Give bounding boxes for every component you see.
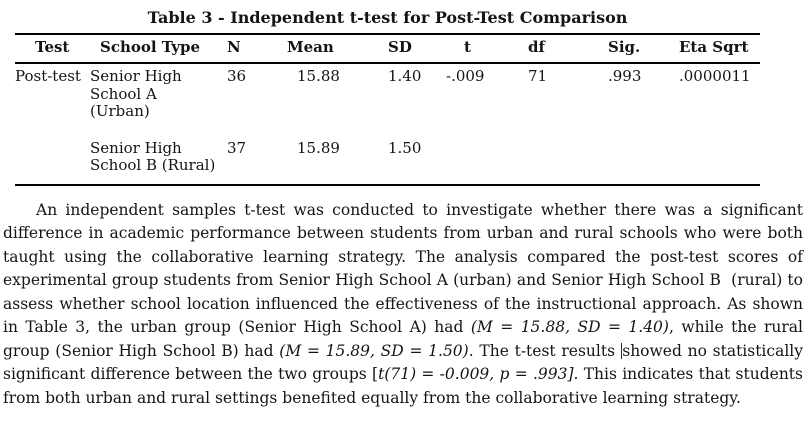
column-header: SD [388,38,412,56]
document-page: Table 3 - Independent t-test for Post-Te… [3,8,803,411]
column-header: t [464,38,471,56]
table-row: Senior High School B (Rural) 37 15.89 1.50 [15,136,760,185]
stat-notation: t(71) = -0.009, p = .993] [378,365,574,383]
paragraph-text: . The t-test results [468,341,621,360]
stat-notation: (M = 15.88, SD = 1.40) [470,318,669,336]
column-header: Mean [287,38,334,56]
table-cell: .993 [608,67,642,85]
table-cell: 71 [528,67,548,85]
table-cell: .0000011 [679,67,751,85]
paragraph-text: showed no statistically significant diff… [3,341,803,384]
table-cell: 1.40 [388,67,422,85]
table-cell [605,136,675,185]
column-header: N [227,38,241,56]
table-cell: 1.50 [388,138,422,157]
table-cell: 37 [227,138,247,157]
table-cell: 15.89 [297,138,340,157]
table-body: Post-test Senior High School A (Urban) 36 1… [15,63,760,185]
table-title: Table 3 - Independent t-test for Post-Te… [147,8,628,27]
table-cell [525,136,605,185]
table-row: Post-test Senior High School A (Urban) 36 1… [15,63,760,136]
column-header: School Type [100,38,201,56]
paragraph-text: , while the rural group (Senior High Sch… [3,318,803,360]
table-cell: 15.88 [297,67,340,85]
paragraph-text: An independent samples t-test was conduc… [3,200,803,337]
column-header: Test [35,38,70,56]
table-cell [675,136,760,185]
column-header: Sig. [608,38,641,56]
column-header: df [528,38,545,56]
column-header: Eta Sqrt [679,38,749,56]
table-header-row: Test School Type N Mean SD t df Sig. Eta Sqrt [15,34,760,63]
table-cell: Post-test [15,67,81,85]
stat-notation: (M = 15.89, SD = 1.50) [279,341,469,360]
table-cell: Senior High School B (Rural) [90,138,216,174]
analysis-paragraph: An independent samples t-test was conduc… [3,199,803,411]
paragraph-text: . This indicates that students from both… [3,365,803,407]
table-cell: Senior High School A (Urban) [90,67,182,120]
table-cell [446,136,525,185]
table-cell: -.009 [446,67,485,85]
ttest-table: Test School Type N Mean SD t df Sig. Eta Sqrt Po… [15,33,760,186]
table-cell [15,136,90,185]
text-caret [620,342,623,359]
table-header: Test School Type N Mean SD t df Sig. Eta Sqrt [15,34,760,63]
table-cell: 36 [227,67,247,85]
